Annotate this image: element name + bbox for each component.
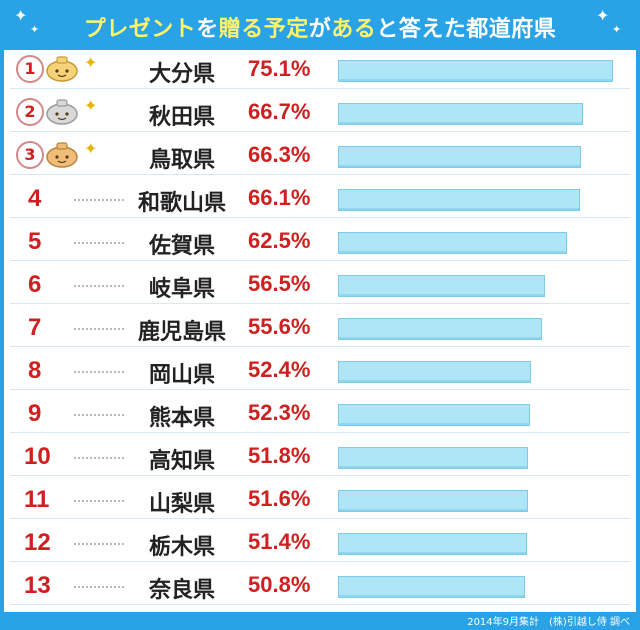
rank-medal-group: 1 ✦ (14, 53, 124, 85)
ranking-row: 8 岡山県 52.4% (10, 351, 630, 390)
value-bar (338, 275, 545, 297)
ranking-row: 5 佐賀県 62.5% (10, 222, 630, 261)
prefecture-label: 熊本県 (148, 406, 215, 431)
title-highlight: 贈る予定 (218, 17, 309, 42)
rank-number: 6 (28, 271, 42, 298)
percent-label: 52.3% (248, 400, 311, 425)
value-bar (338, 189, 580, 211)
percent-label: 56.5% (248, 271, 311, 296)
leader-dots (74, 242, 124, 244)
title-highlight: ある (331, 17, 377, 42)
bronze-medal-icon (46, 142, 78, 168)
value-bar (338, 533, 527, 555)
value-bar (338, 361, 531, 383)
rank-number: 13 (24, 572, 51, 599)
rank-number: 9 (28, 400, 42, 427)
rank-number: 10 (24, 443, 51, 470)
prefecture-label: 栃木県 (148, 535, 215, 560)
prefecture-label: 鳥取県 (148, 148, 215, 173)
value-bar (338, 60, 613, 82)
prefecture-label: 岐阜県 (148, 277, 215, 302)
value-bar (338, 146, 581, 168)
ranking-row: 2 ✦ 秋田県 66.7% (10, 93, 630, 132)
rank-medal-group: 3 ✦ (14, 139, 124, 171)
leader-dots (74, 199, 124, 201)
title-highlight: プレゼント (83, 17, 197, 42)
rank-number: 4 (28, 185, 42, 212)
leader-dots (74, 457, 124, 459)
value-bar (338, 318, 542, 340)
sparkle-icon: ✦ (84, 53, 98, 72)
rank-number: 1 (16, 55, 44, 83)
rank-number: 7 (28, 314, 42, 341)
chart-title: プレゼントを贈る予定があると答えた都道府県 (0, 11, 640, 43)
ranking-row: 9 熊本県 52.3% (10, 394, 630, 433)
leader-dots (74, 543, 124, 545)
rank-number: 12 (24, 529, 51, 556)
ranking-row: 6 岐阜県 56.5% (10, 265, 630, 304)
value-bar (338, 490, 528, 512)
percent-label: 66.1% (248, 185, 311, 210)
rank-number: 8 (28, 357, 42, 384)
ranking-row: 10 高知県 51.8% (10, 437, 630, 476)
silver-medal-icon (46, 99, 78, 125)
sparkle-icon: ✦ (84, 139, 98, 158)
prefecture-label: 秋田県 (148, 105, 215, 130)
prefecture-label: 奈良県 (148, 578, 215, 603)
gold-medal-icon (46, 56, 78, 82)
value-bar (338, 103, 583, 125)
percent-label: 66.3% (248, 142, 311, 167)
ranking-row: 3 ✦ 鳥取県 66.3% (10, 136, 630, 175)
prefecture-label: 大分県 (148, 62, 215, 87)
value-bar (338, 576, 525, 598)
value-bar (338, 404, 530, 426)
percent-label: 62.5% (248, 228, 311, 253)
sparkle-icon: ✦ (612, 23, 622, 36)
percent-label: 75.1% (248, 56, 311, 81)
prefecture-label: 和歌山県 (137, 191, 226, 216)
value-bar (338, 447, 528, 469)
sparkle-icon: ✦ (14, 6, 28, 25)
header: ✦ ✦ ✦ ✦ プレゼントを贈る予定があると答えた都道府県 (0, 0, 640, 50)
leader-dots (74, 586, 124, 588)
rank-number: 3 (16, 141, 44, 169)
percent-label: 51.4% (248, 529, 311, 554)
prefecture-label: 山梨県 (148, 492, 215, 517)
sparkle-icon: ✦ (596, 6, 610, 25)
leader-dots (74, 328, 124, 330)
percent-label: 52.4% (248, 357, 311, 382)
rank-number: 5 (28, 228, 42, 255)
ranking-row: 4 和歌山県 66.1% (10, 179, 630, 218)
ranking-panel: 1 ✦ 大分県 75.1% 2 ✦ 秋田県 66.7% 3 ✦ 鳥取県 66.3% 4 和歌山県 66.1%… (4, 50, 636, 612)
ranking-row: 7 鹿児島県 55.6% (10, 308, 630, 347)
percent-label: 51.6% (248, 486, 311, 511)
sparkle-icon: ✦ (84, 96, 98, 115)
prefecture-label: 佐賀県 (148, 234, 215, 259)
title-text: と答えた都道府県 (376, 17, 557, 42)
leader-dots (74, 371, 124, 373)
source-note: 2014年9月集計 (株)引越し侍 調べ (467, 617, 630, 628)
value-bar (338, 232, 567, 254)
title-text: を (196, 17, 219, 42)
leader-dots (74, 414, 124, 416)
prefecture-label: 岡山県 (148, 363, 215, 388)
title-text: が (308, 17, 332, 42)
ranking-row: 1 ✦ 大分県 75.1% (10, 50, 630, 89)
percent-label: 66.7% (248, 99, 311, 124)
prefecture-label: 高知県 (148, 449, 215, 474)
leader-dots (74, 500, 124, 502)
rank-medal-group: 2 ✦ (14, 96, 124, 128)
prefecture-label: 鹿児島県 (137, 320, 226, 345)
percent-label: 50.8% (248, 572, 311, 597)
leader-dots (74, 285, 124, 287)
ranking-row: 11 山梨県 51.6% (10, 480, 630, 519)
rank-number: 2 (16, 98, 44, 126)
sparkle-icon: ✦ (30, 23, 40, 36)
percent-label: 51.8% (248, 443, 311, 468)
rank-number: 11 (24, 486, 50, 513)
percent-label: 55.6% (248, 314, 311, 339)
ranking-row: 13 奈良県 50.8% (10, 566, 630, 605)
ranking-row: 12 栃木県 51.4% (10, 523, 630, 562)
